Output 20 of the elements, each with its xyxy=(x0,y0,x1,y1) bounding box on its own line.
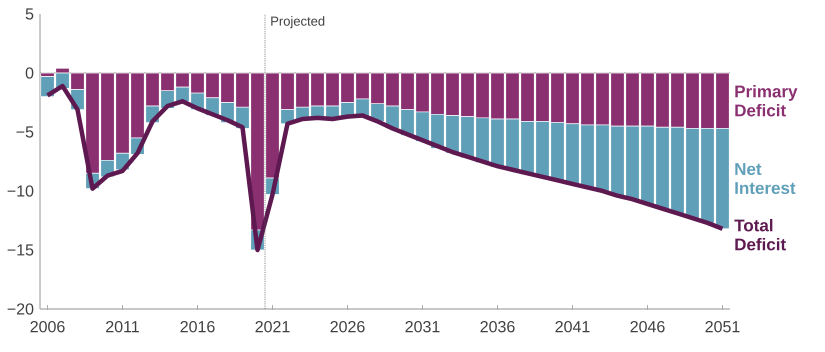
y-tick-label: 5 xyxy=(26,8,34,20)
series-label: Total Deficit xyxy=(734,218,786,250)
series-label: Net Interest xyxy=(735,163,796,194)
y-tick-label: −15 xyxy=(8,244,34,256)
x-tick-label: 2046 xyxy=(630,321,665,332)
x-tick-label: 2006 xyxy=(30,321,65,332)
series-label: Primary Deficit xyxy=(735,84,798,116)
x-tick-label: 2031 xyxy=(406,321,440,332)
x-tick-label: 2016 xyxy=(180,321,215,332)
x-tick-label: 2021 xyxy=(256,321,290,332)
x-tick-label: 2036 xyxy=(480,321,515,332)
x-tick-label: 2011 xyxy=(106,321,139,332)
x-tick-label: 2041 xyxy=(556,321,590,332)
y-tick-label: 0 xyxy=(26,67,34,79)
x-tick-label: 2026 xyxy=(330,321,365,332)
y-tick-label: −5 xyxy=(16,126,34,138)
ref-line-label: Projected xyxy=(271,16,324,28)
y-tick-label: −20 xyxy=(8,303,34,315)
x-tick-label: 2051 xyxy=(706,321,740,332)
y-tick-label: −10 xyxy=(8,185,34,197)
